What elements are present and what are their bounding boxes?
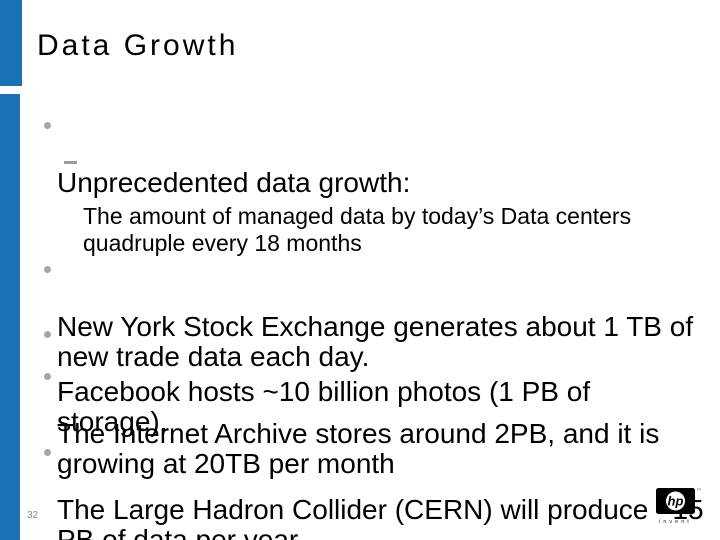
bullet-item: Facebook hosts ~10 billion photos (1 PB …	[42, 317, 706, 437]
bullet-item: The Large Hadron Collider (CERN) will pr…	[42, 435, 706, 540]
bullet-dot-icon	[44, 373, 51, 380]
sub-bullet-item: The amount of managed data by today’s Da…	[64, 149, 684, 257]
hp-invent-logo: hp ™ invent	[656, 488, 702, 525]
hp-logo-circle	[666, 491, 685, 511]
bullet-item: Unprecedented data growth:	[42, 108, 706, 198]
bullet-item: New York Stock Exchange generates about …	[42, 252, 706, 372]
sub-bullet-text: The amount of managed data by today’s Da…	[83, 203, 632, 256]
bullet-dot-icon	[44, 331, 51, 338]
page-number: 32	[27, 510, 39, 521]
bullet-dot-icon	[44, 122, 51, 129]
accent-bar-bottom	[0, 94, 20, 540]
accent-bar-top	[0, 0, 22, 86]
hp-tagline: invent	[659, 519, 692, 525]
bullet-text: Facebook hosts ~10 billion photos (1 PB …	[57, 376, 591, 437]
bullet-item: The Internet Archive stores around 2PB, …	[42, 359, 706, 479]
hp-trademark: ™	[697, 488, 702, 493]
bullet-text: Unprecedented data growth:	[57, 167, 411, 198]
bullet-text: The Internet Archive stores around 2PB, …	[57, 418, 660, 479]
hp-logo-letters: hp	[668, 494, 684, 509]
slide-title: Data Growth	[37, 29, 239, 62]
bullet-dot-icon	[44, 266, 51, 273]
bullet-dot-icon	[44, 449, 51, 456]
dash-bullet-icon	[64, 161, 77, 164]
bullet-text: New York Stock Exchange generates about …	[57, 311, 694, 372]
bullet-text: The Large Hadron Collider (CERN) will pr…	[57, 494, 704, 540]
